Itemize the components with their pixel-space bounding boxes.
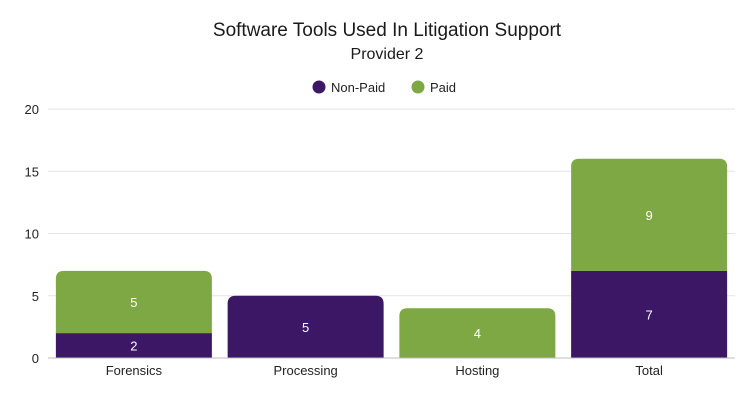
data-label-hosting-paid: 4 bbox=[474, 326, 481, 341]
bar-total-non-paid bbox=[571, 270, 728, 358]
legend: Non-Paid Paid bbox=[312, 80, 456, 95]
y-tick-label-10: 10 bbox=[25, 227, 39, 242]
x-tick-label-processing: Processing bbox=[273, 363, 337, 378]
x-axis: Forensics Processing Hosting Total bbox=[48, 357, 735, 378]
bar-total-paid bbox=[571, 158, 728, 271]
y-tick-label-20: 20 bbox=[25, 102, 39, 117]
bar-forensics-paid bbox=[55, 270, 212, 334]
bars bbox=[55, 158, 728, 358]
legend-label-paid: Paid bbox=[430, 80, 456, 95]
y-tick-label-5: 5 bbox=[32, 289, 39, 304]
legend-marker-paid bbox=[411, 80, 425, 94]
data-label-total-non-paid: 7 bbox=[646, 307, 653, 322]
data-label-forensics-non-paid: 2 bbox=[130, 339, 137, 354]
data-labels: 2 5 5 4 7 9 bbox=[130, 208, 652, 354]
data-label-total-paid: 9 bbox=[646, 208, 653, 223]
bar-forensics-non-paid bbox=[55, 333, 212, 358]
y-tick-label-0: 0 bbox=[32, 351, 39, 366]
data-label-forensics-paid: 5 bbox=[130, 295, 137, 310]
y-tick-label-15: 15 bbox=[25, 164, 39, 179]
bar-hosting-paid bbox=[399, 308, 556, 358]
legend-marker-non-paid bbox=[312, 80, 326, 94]
bar-processing-non-paid bbox=[227, 295, 384, 358]
data-label-processing-non-paid: 5 bbox=[302, 320, 309, 335]
chart-title: Software Tools Used In Litigation Suppor… bbox=[213, 20, 562, 41]
x-tick-label-hosting: Hosting bbox=[455, 363, 499, 378]
chart-subtitle: Provider 2 bbox=[351, 46, 424, 63]
legend-label-non-paid: Non-Paid bbox=[331, 80, 385, 95]
x-tick-label-forensics: Forensics bbox=[106, 363, 163, 378]
x-tick-label-total: Total bbox=[635, 363, 663, 378]
